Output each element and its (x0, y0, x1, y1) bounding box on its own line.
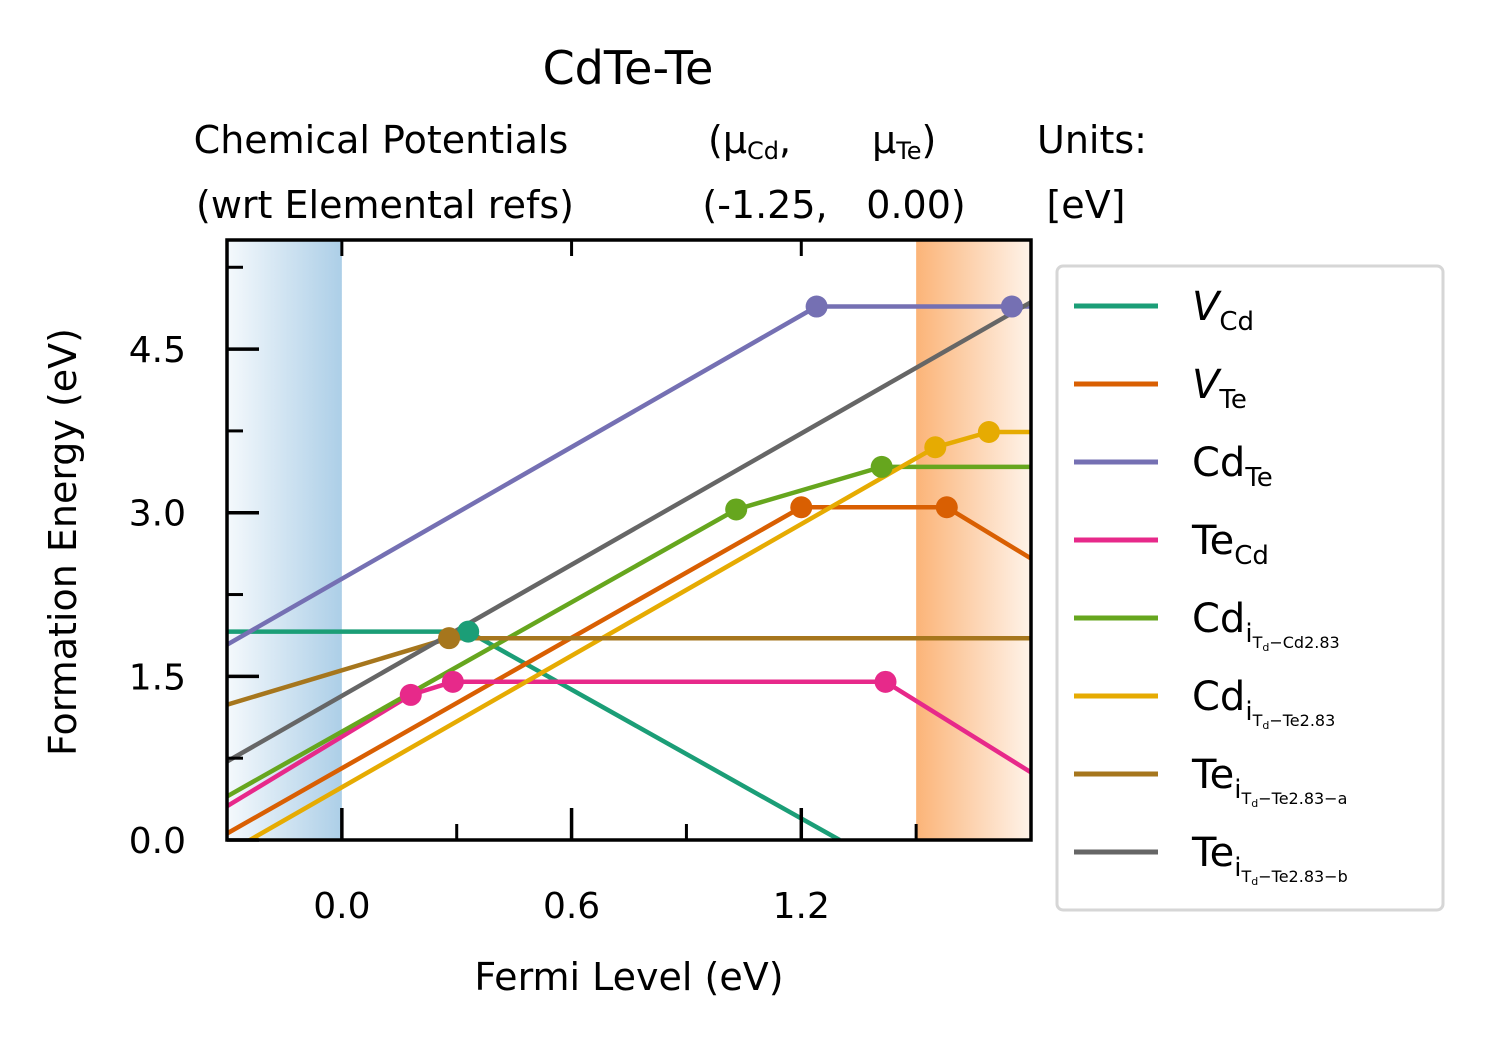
y-axis-label: Formation Energy (eV) (41, 328, 85, 756)
transition-marker-V_Te-1 (935, 496, 958, 519)
legend-frame (1055, 264, 1445, 912)
legend: VCd VTe CdTe TeCd CdiTd−Cd2.83 CdiTd−Te2.83 Te… (1055, 264, 1445, 912)
legend-label-V_Te: VTe (1192, 362, 1247, 415)
series-line-Cd_Te (227, 304, 1031, 647)
legend-label-V_Cd: VCd (1192, 284, 1254, 337)
series-line-Te_i_b (227, 300, 1031, 764)
subtitle-units-value: [eV] (1046, 183, 1125, 227)
y-tick-label: 1.5 (129, 657, 186, 698)
series-line-V_Te (227, 505, 1031, 836)
transition-marker-Cd_i_Cd-1 (870, 455, 893, 478)
subtitle-units: Units: (1037, 118, 1147, 162)
conduction-band-shading (916, 240, 1031, 840)
transition-marker-Te_i_a-0 (438, 627, 461, 650)
transition-marker-Cd_i_Te-1 (977, 421, 1000, 443)
legend-label-Te_i_b: TeiTd−Te2.83−b (1191, 830, 1348, 888)
x-tick-label: 0.0 (313, 886, 370, 927)
series-layer (227, 295, 1031, 840)
series-line-Te_Cd (227, 679, 1031, 809)
transition-marker-Cd_i_Te-0 (924, 436, 947, 459)
transition-marker-Cd_i_Cd-0 (725, 498, 748, 521)
x-axis-label: Fermi Level (eV) (474, 955, 783, 999)
subtitle-mu-te-value: 0.00) (866, 183, 965, 227)
subtitle-mu-te: μTe) (872, 118, 936, 165)
transition-marker-Cd_Te-0 (805, 295, 828, 318)
x-tick-label: 0.6 (543, 886, 600, 927)
transition-marker-V_Te-0 (790, 496, 813, 519)
chart-title: CdTe-Te (543, 41, 714, 95)
plot-frame (225, 238, 1033, 842)
y-tick-label: 4.5 (129, 330, 186, 371)
tick-layer: 0.0 0.6 1.2 0.0 1.5 3.0 4.5 (129, 240, 918, 927)
subtitle-chemical-potentials: Chemical Potentials (194, 118, 569, 162)
series-line-Cd_i_Te (245, 429, 1031, 840)
transition-marker-Te_Cd-0 (399, 683, 422, 706)
series-line-Cd_i_Cd (227, 464, 1031, 799)
transition-marker-Te_Cd-1 (441, 670, 464, 693)
x-tick-label: 1.2 (773, 886, 830, 927)
subtitle-mu-cd-value: (-1.25, (702, 183, 827, 227)
transition-marker-Cd_Te-1 (1000, 295, 1023, 318)
transition-marker-Te_Cd-2 (874, 670, 897, 693)
legend-label-Te_i_a: TeiTd−Te2.83−a (1191, 752, 1347, 810)
subtitle-mu-cd: (μCd, (708, 118, 791, 165)
legend-label-Cd_i_Te: CdiTd−Te2.83 (1192, 674, 1335, 732)
legend-label-Te_Cd: TeCd (1191, 518, 1269, 571)
subtitle-wrt-refs: (wrt Elemental refs) (196, 183, 574, 227)
transition-marker-V_Cd-0 (457, 620, 480, 643)
y-tick-label: 0.0 (129, 821, 186, 862)
legend-label-Cd_i_Cd: CdiTd−Cd2.83 (1192, 596, 1340, 654)
legend-label-Cd_Te: CdTe (1192, 440, 1273, 493)
y-tick-label: 3.0 (129, 494, 186, 535)
